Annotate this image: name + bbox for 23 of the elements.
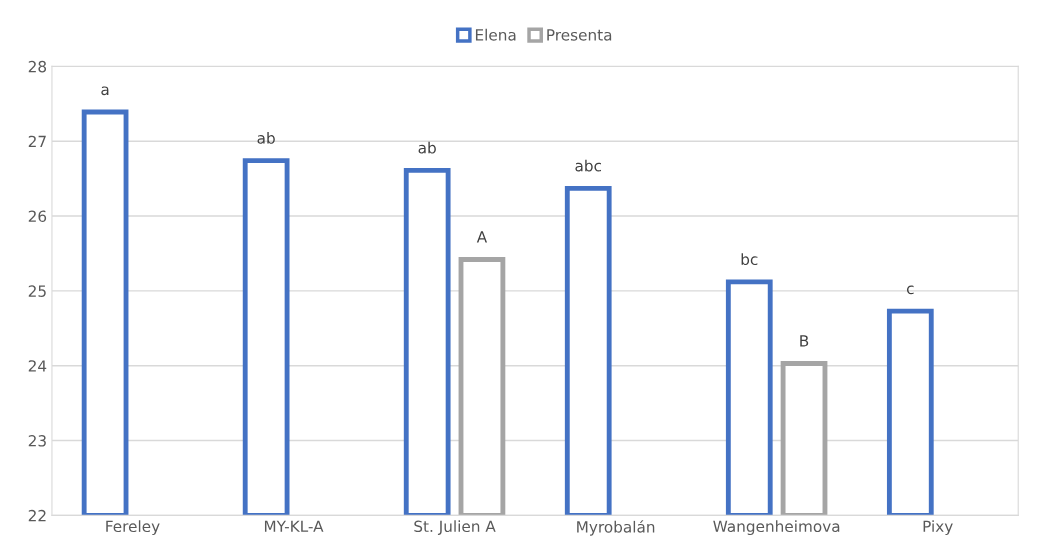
y-tick-label: 27 <box>28 135 46 147</box>
y-tick-label: 24 <box>28 360 47 372</box>
x-tick-label: Myrobalán <box>577 520 655 536</box>
x-tick-label: Pixy <box>923 520 953 536</box>
data-label: abc <box>575 159 602 172</box>
y-tick-label: 23 <box>28 435 46 447</box>
y-tick-label: 25 <box>28 285 46 297</box>
y-tick-label: 22 <box>28 509 46 522</box>
x-tick-label: Wangenheimova <box>713 520 840 536</box>
data-label: B <box>800 335 809 347</box>
data-label: A <box>476 231 488 243</box>
y-tick-label: 26 <box>28 210 47 223</box>
x-tick-label: Fereley <box>106 520 160 536</box>
data-label: bc <box>741 253 758 266</box>
y-tick-label: 28 <box>28 60 47 73</box>
legend-label: Elena <box>475 28 516 41</box>
data-label: ab <box>257 131 275 144</box>
x-tick-label: MY-KL-A <box>264 520 324 532</box>
data-label: ab <box>418 141 436 154</box>
x-tick-label: St. Julien A <box>414 520 496 535</box>
data-label: a <box>101 86 109 96</box>
legend-label: Presenta <box>547 29 612 41</box>
data-label: c <box>906 285 914 295</box>
